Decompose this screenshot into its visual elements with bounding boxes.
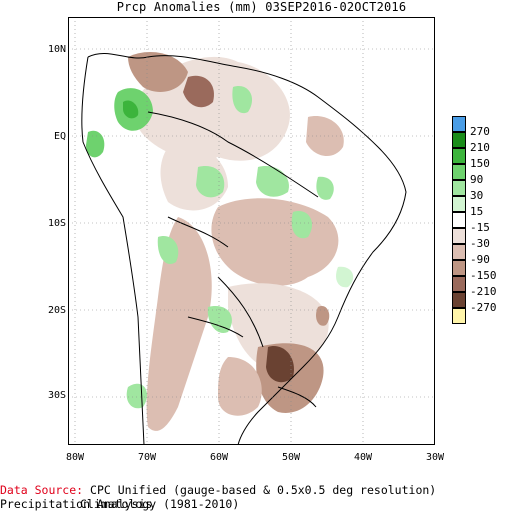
- legend-swatch: [452, 292, 466, 308]
- lat-label-10s: 10S: [48, 218, 67, 229]
- legend-label: 90: [470, 173, 484, 186]
- legend-swatch: [452, 228, 466, 244]
- lat-label-30s: 30S: [48, 390, 67, 401]
- legend-label: 15: [470, 205, 484, 218]
- legend-swatch: [452, 244, 466, 260]
- legend-swatch: [452, 212, 466, 228]
- legend-label: 150: [470, 157, 490, 170]
- legend-label: 30: [470, 189, 484, 202]
- footer-source: Data Source: CPC Unified (gauge-based & …: [0, 483, 523, 511]
- graticule: [68, 17, 435, 445]
- legend-swatch: [452, 260, 466, 276]
- lon-label-60w: 60W: [209, 452, 229, 463]
- data-source-text: CPC Unified (gauge-based & 0.5x0.5 deg r…: [0, 483, 437, 511]
- legend-label: -150: [470, 269, 497, 282]
- legend-swatch: [452, 116, 466, 132]
- legend-label: 270: [470, 125, 490, 138]
- lon-label-30w: 30W: [425, 452, 445, 463]
- legend-swatch: [452, 132, 466, 148]
- legend-swatch: [452, 276, 466, 292]
- lon-label-40w: 40W: [353, 452, 373, 463]
- country-borders: [81, 53, 407, 445]
- lat-label-eq: EQ: [53, 131, 66, 142]
- legend-label: -30: [470, 237, 490, 250]
- legend-swatch: [452, 196, 466, 212]
- legend-label: -270: [470, 301, 497, 314]
- legend-swatch: [452, 308, 466, 324]
- legend-swatch: [452, 148, 466, 164]
- legend-label: 210: [470, 141, 490, 154]
- legend-label: -15: [470, 221, 490, 234]
- lat-label-20s: 20S: [48, 305, 67, 316]
- legend-label: -210: [470, 285, 497, 298]
- lon-label-70w: 70W: [137, 452, 157, 463]
- climatology-text: Climatology (1981-2010): [80, 497, 240, 511]
- data-source-label: Data Source:: [0, 483, 84, 497]
- legend-swatch: [452, 180, 466, 196]
- lon-label-50w: 50W: [281, 452, 301, 463]
- legend-label: -90: [470, 253, 490, 266]
- lat-label-10n: 10N: [48, 44, 67, 55]
- lon-label-80w: 80W: [65, 452, 85, 463]
- map-title: Prcp Anomalies (mm) 03SEP2016-02OCT2016: [116, 0, 407, 14]
- precip-anomaly-map: [68, 17, 435, 445]
- anomaly-shading: [86, 52, 354, 431]
- legend-swatch: [452, 164, 466, 180]
